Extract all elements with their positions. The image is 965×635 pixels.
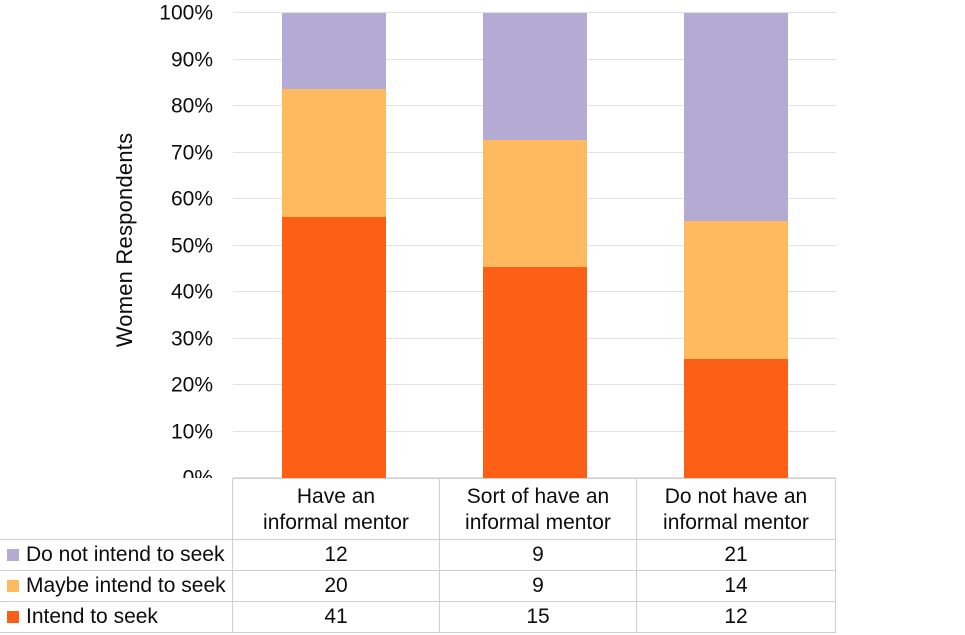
table-value: 9 [440,540,637,571]
legend-item-maybe-intend: Maybe intend to seek [0,571,233,602]
plot-area [233,12,836,478]
y-tick-label: 70% [170,141,213,164]
column-header-do-not-have-mentor: Do not have an informal mentor [637,478,836,540]
column-header-have-mentor: Have an informal mentor [233,478,440,540]
table-value: 21 [637,540,836,571]
y-tick-label: 80% [170,94,213,118]
column-header-sort-of-have-mentor: Sort of have an informal mentor [440,478,637,540]
y-tick-label: 50% [170,234,213,257]
table-value: 15 [440,602,637,633]
stacked-bar [482,13,587,478]
bar-segment [482,13,587,140]
table-value: 12 [637,602,836,633]
y-tick-label: 40% [170,280,213,304]
table-value: 9 [440,571,637,602]
legend-swatch-maybe-intend-icon [7,580,19,592]
bar-slot [233,13,434,478]
y-tick-label: 20% [170,373,213,397]
bar-segment [683,13,788,221]
y-tick-label: 30% [170,327,213,350]
gridline [233,12,836,13]
legend-label: Maybe intend to seek [26,574,226,597]
bar-segment [683,220,788,360]
legend-label: Do not intend to seek [26,543,225,566]
data-table: Have an informal mentor Sort of have an … [0,478,836,633]
y-axis-ticks: 0%10%20%30%40%50%60%70%80%90%100% [0,3,233,489]
y-tick-label: 10% [170,420,213,443]
stacked-bar [683,13,788,478]
legend-label: Intend to seek [26,605,158,628]
bar-segment [482,139,587,267]
table-corner-cell [0,478,233,540]
bar-segment [281,13,386,90]
stacked-bar [281,13,386,478]
legend-swatch-do-not-intend-icon [7,549,19,561]
legend-swatch-intend-icon [7,611,19,623]
y-tick-label: 100% [159,1,213,25]
table-value: 14 [637,571,836,602]
table-value: 12 [233,540,440,571]
legend-item-do-not-intend: Do not intend to seek [0,540,233,571]
bar-slot [434,13,635,478]
table-value: 41 [233,602,440,633]
bar-segment [482,266,587,478]
bar-segment [281,216,386,478]
bars [233,13,836,478]
bar-slot [635,13,836,478]
bar-segment [281,89,386,217]
bar-segment [683,359,788,478]
table-value: 20 [233,571,440,602]
legend-item-intend: Intend to seek [0,602,233,633]
y-tick-label: 90% [170,48,213,71]
y-tick-label: 60% [170,187,213,211]
